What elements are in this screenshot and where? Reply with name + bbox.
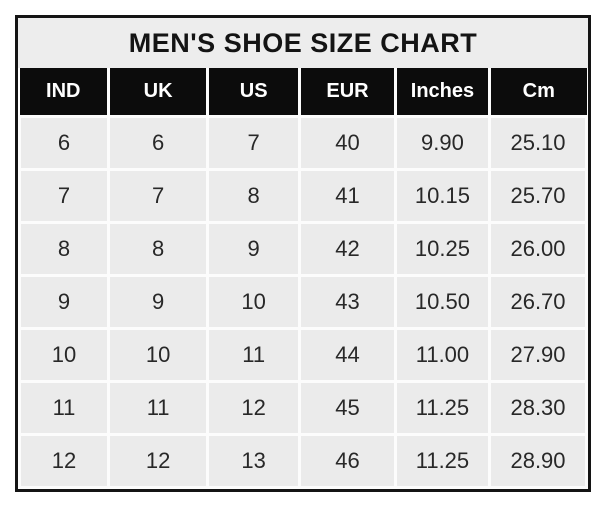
size-table: IND UK US EUR Inches Cm 6 6 7 40 9.90 25… <box>17 68 588 489</box>
table-cell: 11 <box>206 327 302 383</box>
shoe-size-chart: MEN'S SHOE SIZE CHART IND UK US EUR Inch… <box>15 15 591 492</box>
table-row: 10 10 11 44 11.00 27.90 <box>17 327 588 383</box>
table-cell: 41 <box>298 168 397 224</box>
header-row: IND UK US EUR Inches Cm <box>19 68 587 117</box>
table-cell: 7 <box>107 168 210 224</box>
table-cell: 44 <box>298 327 397 383</box>
table-cell: 9.90 <box>393 115 492 171</box>
table-row: 9 9 10 43 10.50 26.70 <box>17 274 588 330</box>
column-header-ind: IND <box>19 68 109 117</box>
table-row: 8 8 9 42 10.25 26.00 <box>17 221 588 277</box>
table-cell: 12 <box>206 380 302 436</box>
table-cell: 9 <box>17 274 111 330</box>
column-header-us: US <box>206 68 300 117</box>
table-cell: 9 <box>107 274 210 330</box>
column-header-inches: Inches <box>393 68 490 117</box>
table-cell: 12 <box>107 433 210 489</box>
table-cell: 10.15 <box>393 168 492 224</box>
table-cell: 45 <box>298 380 397 436</box>
table-cell: 11.25 <box>393 380 492 436</box>
table-cell: 25.70 <box>488 168 588 224</box>
table-row: 7 7 8 41 10.15 25.70 <box>17 168 588 224</box>
table-body: 6 6 7 40 9.90 25.10 7 7 8 41 10.15 25.70… <box>17 115 588 489</box>
table-cell: 26.00 <box>488 221 588 277</box>
table-cell: 13 <box>206 433 302 489</box>
table-cell: 28.30 <box>488 380 588 436</box>
table-cell: 27.90 <box>488 327 588 383</box>
table-cell: 11.00 <box>393 327 492 383</box>
table-cell: 28.90 <box>488 433 588 489</box>
table-cell: 25.10 <box>488 115 588 171</box>
table-cell: 10 <box>107 327 210 383</box>
column-header-eur: EUR <box>298 68 396 117</box>
table-header: IND UK US EUR Inches Cm <box>19 68 587 117</box>
table-cell: 10 <box>206 274 302 330</box>
table-cell: 10.25 <box>393 221 492 277</box>
table-cell: 9 <box>206 221 302 277</box>
table-cell: 6 <box>17 115 111 171</box>
table-cell: 8 <box>107 221 210 277</box>
table-row: 11 11 12 45 11.25 28.30 <box>17 380 588 436</box>
table-cell: 40 <box>298 115 397 171</box>
table-row: 6 6 7 40 9.90 25.10 <box>17 115 588 171</box>
table-cell: 6 <box>107 115 210 171</box>
table-cell: 8 <box>17 221 111 277</box>
table-cell: 11.25 <box>393 433 492 489</box>
table-cell: 10.50 <box>393 274 492 330</box>
table-cell: 43 <box>298 274 397 330</box>
table-row: 12 12 13 46 11.25 28.90 <box>17 433 588 489</box>
table-cell: 11 <box>17 380 111 436</box>
table-cell: 12 <box>17 433 111 489</box>
column-header-uk: UK <box>107 68 208 117</box>
table-cell: 11 <box>107 380 210 436</box>
table-cell: 42 <box>298 221 397 277</box>
table-cell: 26.70 <box>488 274 588 330</box>
column-header-cm: Cm <box>488 68 587 117</box>
table-cell: 46 <box>298 433 397 489</box>
chart-title: MEN'S SHOE SIZE CHART <box>18 18 588 68</box>
table-cell: 10 <box>17 327 111 383</box>
table-cell: 7 <box>17 168 111 224</box>
table-cell: 7 <box>206 115 302 171</box>
table-cell: 8 <box>206 168 302 224</box>
